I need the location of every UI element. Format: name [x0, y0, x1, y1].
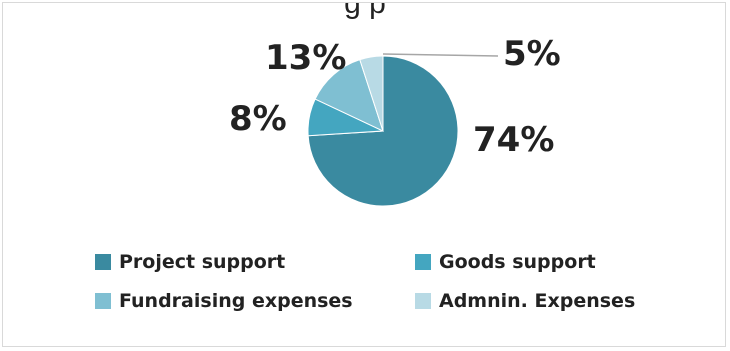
pie-slices	[307, 55, 459, 207]
data-label-goods-support: 8%	[229, 99, 287, 139]
data-label-fundraising: 13%	[265, 38, 346, 78]
leader-line-admin	[382, 53, 499, 57]
chart-title-fragment: g p	[344, 2, 386, 20]
data-label-project-support: 74%	[473, 120, 554, 160]
pie-chart: 74% 8% 13% 5%	[229, 34, 561, 207]
slice-admin-expenses	[359, 55, 384, 132]
data-label-admin-expenses: 5%	[503, 34, 561, 74]
slice-fundraising	[314, 59, 384, 132]
chart-area: g p 74% 8% 13% 5% Project support Goods …	[2, 2, 726, 347]
